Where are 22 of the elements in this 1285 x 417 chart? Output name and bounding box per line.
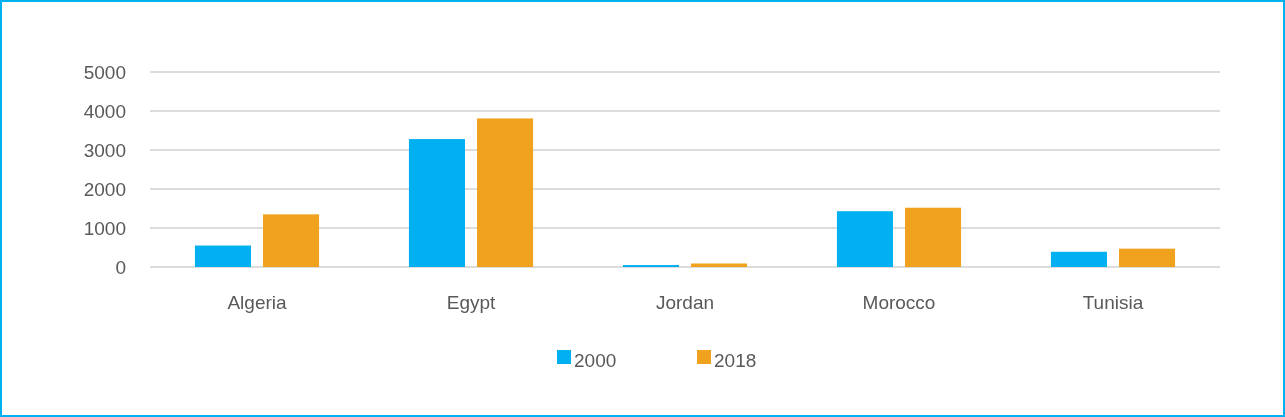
x-tick-label: Egypt — [446, 292, 497, 313]
y-tick-label: 5000 — [83, 61, 126, 83]
x-tick-label: Tunisia — [1082, 292, 1144, 313]
legend-label: 2018 — [714, 349, 757, 371]
x-tick-label: Jordan — [655, 292, 715, 313]
bar — [263, 214, 320, 267]
y-tick-label: 2000 — [83, 178, 126, 200]
bar — [194, 245, 251, 267]
y-tick-label: 4000 — [83, 100, 126, 122]
bar — [477, 118, 534, 267]
x-tick-label: Morocco — [862, 292, 936, 313]
bar — [1050, 251, 1107, 267]
y-tick-label: 0 — [115, 256, 126, 278]
x-tick-label: Algeria — [227, 292, 287, 313]
legend-label: 2000 — [574, 349, 617, 371]
bar — [691, 263, 748, 267]
bar — [1119, 248, 1176, 267]
bar — [408, 139, 465, 267]
bar — [905, 207, 962, 267]
y-tick-label: 3000 — [83, 139, 126, 161]
bar — [836, 211, 893, 267]
y-tick-label: 1000 — [83, 217, 126, 239]
